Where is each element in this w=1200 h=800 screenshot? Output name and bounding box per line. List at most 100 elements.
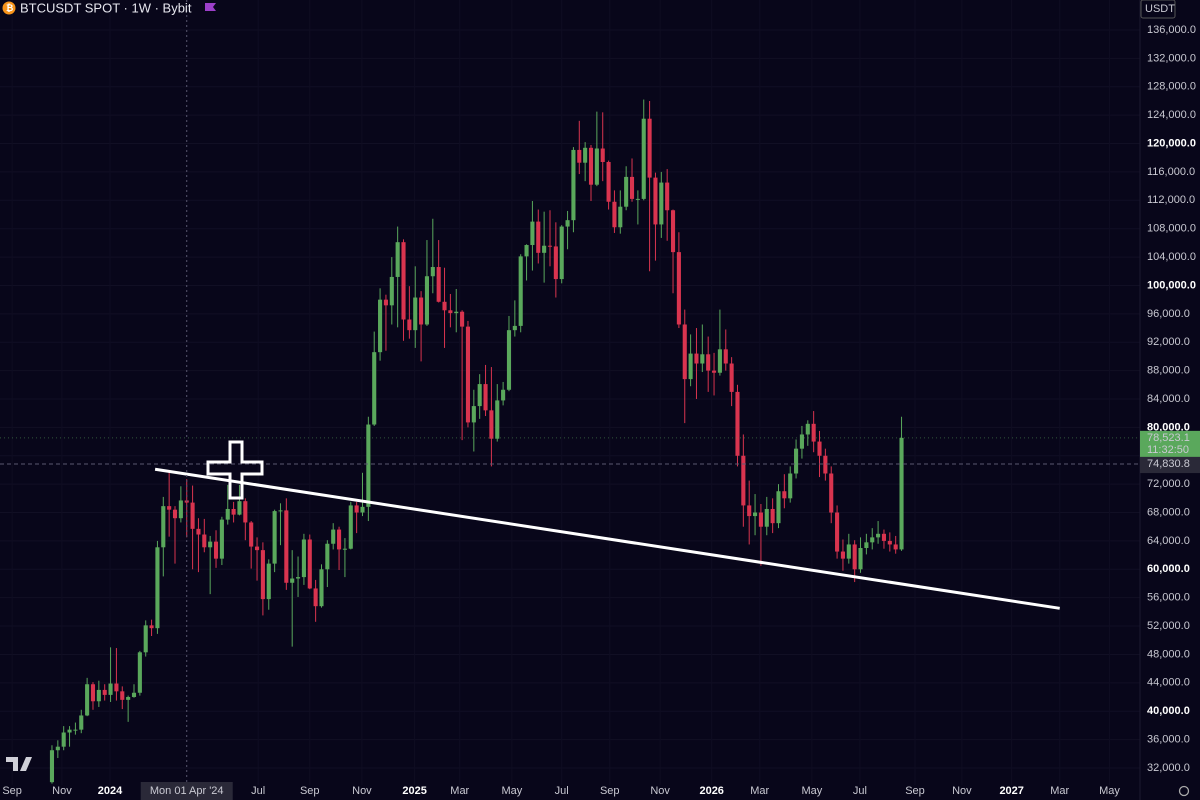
x-tick-label: Jul	[251, 785, 265, 797]
candle-body	[817, 441, 822, 456]
candle-body	[858, 548, 863, 570]
candle-body	[711, 370, 717, 373]
candle-body	[120, 691, 125, 700]
candle-body	[788, 473, 793, 499]
candle-body	[770, 508, 775, 524]
candle-body	[618, 206, 623, 228]
candle-body	[735, 391, 740, 456]
candle-body	[296, 577, 301, 579]
candle-body	[823, 455, 828, 474]
candle-body	[676, 252, 681, 325]
y-tick-label: 92,000.0	[1147, 336, 1190, 348]
candle-body	[536, 221, 541, 253]
candle-body	[512, 325, 517, 331]
chart-title: BTCUSDT SPOT · 1W · Bybit	[20, 0, 192, 15]
flag-icon[interactable]	[205, 3, 216, 11]
candle-body	[424, 276, 430, 325]
candle-body	[260, 550, 265, 600]
candle-body	[67, 729, 72, 733]
y-tick-label: 84,000.0	[1147, 393, 1190, 405]
candle-body	[372, 352, 377, 425]
last-price-label: 78,523.1	[1147, 432, 1190, 444]
y-tick-label: 60,000.0	[1147, 563, 1190, 575]
candle-body	[553, 246, 558, 280]
x-tick-label: Nov	[52, 785, 72, 797]
candle-body	[483, 384, 488, 411]
candle-body	[73, 729, 78, 731]
candle-body	[782, 491, 787, 499]
x-tick-label: Nov	[952, 785, 972, 797]
x-tick-label: Mar	[750, 785, 769, 797]
candle-body	[249, 522, 254, 547]
candle-body	[477, 384, 482, 407]
settings-icon[interactable]	[1178, 785, 1190, 797]
candle-body	[794, 448, 799, 474]
candle-body	[559, 226, 564, 280]
candle-body	[717, 349, 722, 373]
candle-body	[325, 543, 330, 570]
x-tick-label: Sep	[300, 785, 320, 797]
y-tick-label: 96,000.0	[1147, 308, 1190, 320]
candle-body	[571, 149, 576, 221]
crosshair-y-label-box	[1140, 455, 1200, 474]
candle-body	[278, 510, 283, 512]
candle-body	[284, 510, 289, 583]
coin-icon	[2, 1, 16, 15]
candle-body	[108, 683, 113, 695]
tradingview-logo[interactable]	[6, 757, 32, 771]
candle-body	[266, 563, 271, 600]
candle-body	[881, 533, 887, 541]
candle-body	[407, 319, 412, 331]
currency-box[interactable]	[1140, 0, 1176, 19]
candle-body	[665, 182, 670, 211]
y-tick-label: 100,000.0	[1147, 279, 1196, 291]
candle-body	[395, 242, 400, 277]
candle-body	[688, 353, 693, 380]
candle-body	[899, 437, 904, 550]
crosshair-y-label: 74,830.8	[1147, 458, 1190, 470]
y-tick-label: 68,000.0	[1147, 506, 1190, 518]
x-tick-label: 2025	[402, 785, 426, 797]
candle-body	[208, 541, 213, 548]
candle-body	[682, 324, 687, 380]
candle-body	[307, 539, 312, 589]
candle-body	[114, 683, 119, 692]
candle-body	[583, 147, 588, 163]
candle-body	[454, 311, 459, 314]
candle-body	[729, 363, 734, 392]
candle-body	[876, 533, 881, 538]
x-tick-label: Nov	[352, 785, 372, 797]
y-tick-label: 64,000.0	[1147, 535, 1190, 547]
candle-body	[213, 541, 219, 559]
candle-body	[102, 689, 107, 695]
candle-body	[348, 505, 353, 549]
x-tick-label: Jul	[853, 785, 867, 797]
candle-body	[647, 118, 652, 178]
candle-body	[489, 410, 494, 439]
candle-body	[360, 506, 365, 513]
candle-body	[542, 245, 547, 253]
candle-body	[383, 299, 388, 306]
candle-body	[547, 245, 553, 247]
candle-body	[143, 625, 148, 653]
candle-body	[864, 542, 869, 549]
candle-body	[600, 148, 605, 162]
candle-body	[776, 491, 781, 524]
candle-body	[501, 389, 506, 401]
candle-body	[758, 512, 763, 527]
coin-icon-glyph: ₿	[6, 3, 13, 13]
x-tick-label: May	[1099, 785, 1120, 797]
candle-body	[659, 182, 664, 225]
candle-body	[190, 502, 195, 529]
candle-body	[331, 529, 336, 544]
crosshair-x-label-box	[140, 782, 233, 800]
candle-body	[126, 697, 131, 700]
candle-body	[723, 349, 728, 364]
candle-body	[829, 473, 834, 513]
y-tick-label: 108,000.0	[1147, 223, 1196, 235]
candle-body	[805, 423, 810, 435]
y-tick-label: 128,000.0	[1147, 81, 1196, 93]
candle-body	[753, 512, 758, 517]
y-tick-label: 132,000.0	[1147, 52, 1196, 64]
y-tick-label: 44,000.0	[1147, 677, 1190, 689]
